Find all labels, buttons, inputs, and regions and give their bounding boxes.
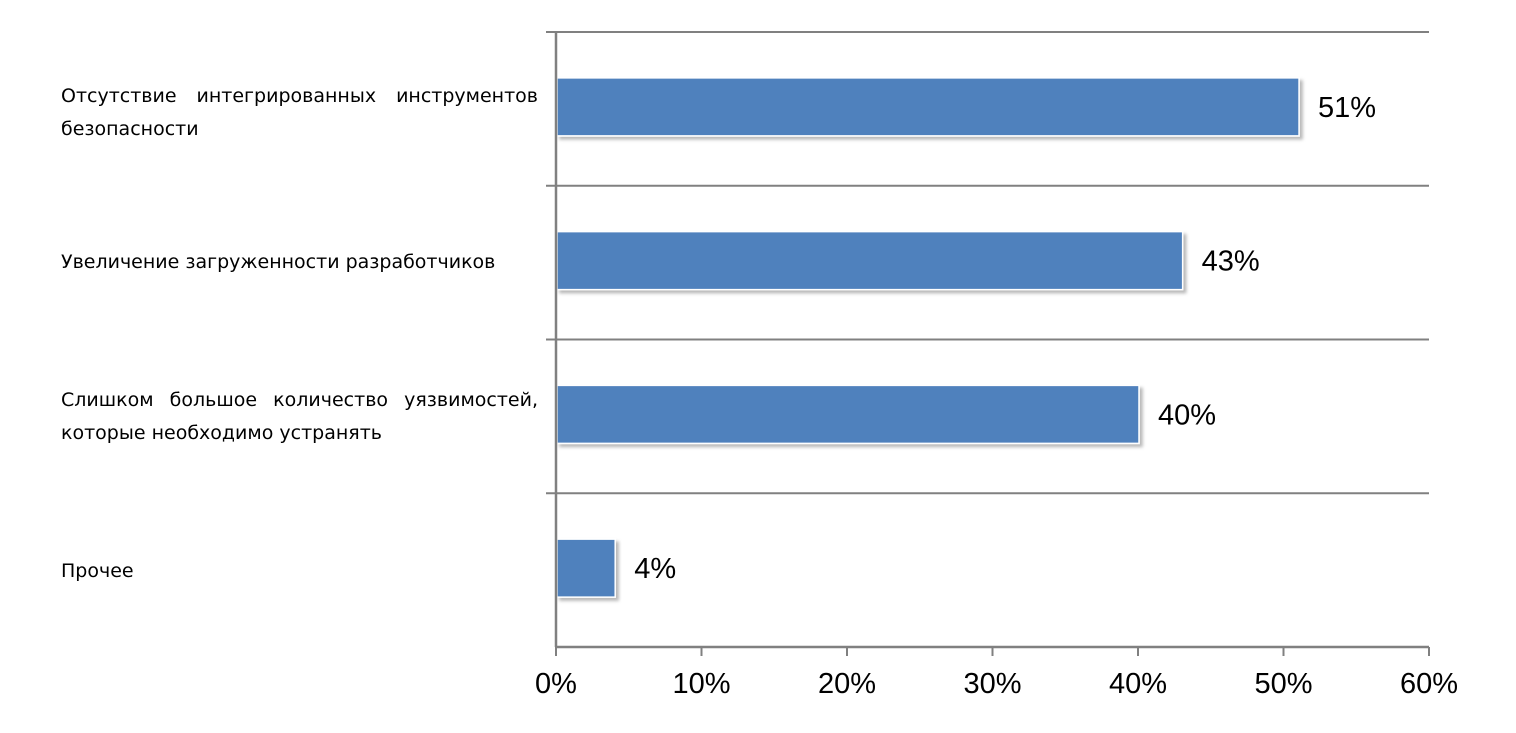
x-tick-label: 30%: [963, 668, 1021, 700]
bar: [556, 230, 1184, 291]
x-tick-label: 0%: [535, 668, 577, 700]
value-label: 43%: [1202, 246, 1260, 278]
value-label: 40%: [1158, 399, 1216, 431]
x-tick-label: 50%: [1254, 668, 1312, 700]
category-label: Увеличение загруженности разработчиков: [61, 251, 496, 273]
category-label: Слишком большое количество уязвимостей, …: [61, 389, 538, 444]
x-tick-label: 10%: [672, 668, 730, 700]
category-label: Прочее: [61, 560, 134, 582]
x-tick-label: 60%: [1400, 668, 1458, 700]
bar: [556, 384, 1140, 445]
category-label: Отсутствие интегрированных инструментов …: [61, 85, 538, 140]
value-label: 51%: [1318, 92, 1376, 124]
bar: [556, 538, 616, 598]
x-tick-label: 40%: [1109, 668, 1167, 700]
value-label: 4%: [634, 553, 676, 585]
bar: [556, 77, 1300, 137]
x-tick-label: 20%: [818, 668, 876, 700]
